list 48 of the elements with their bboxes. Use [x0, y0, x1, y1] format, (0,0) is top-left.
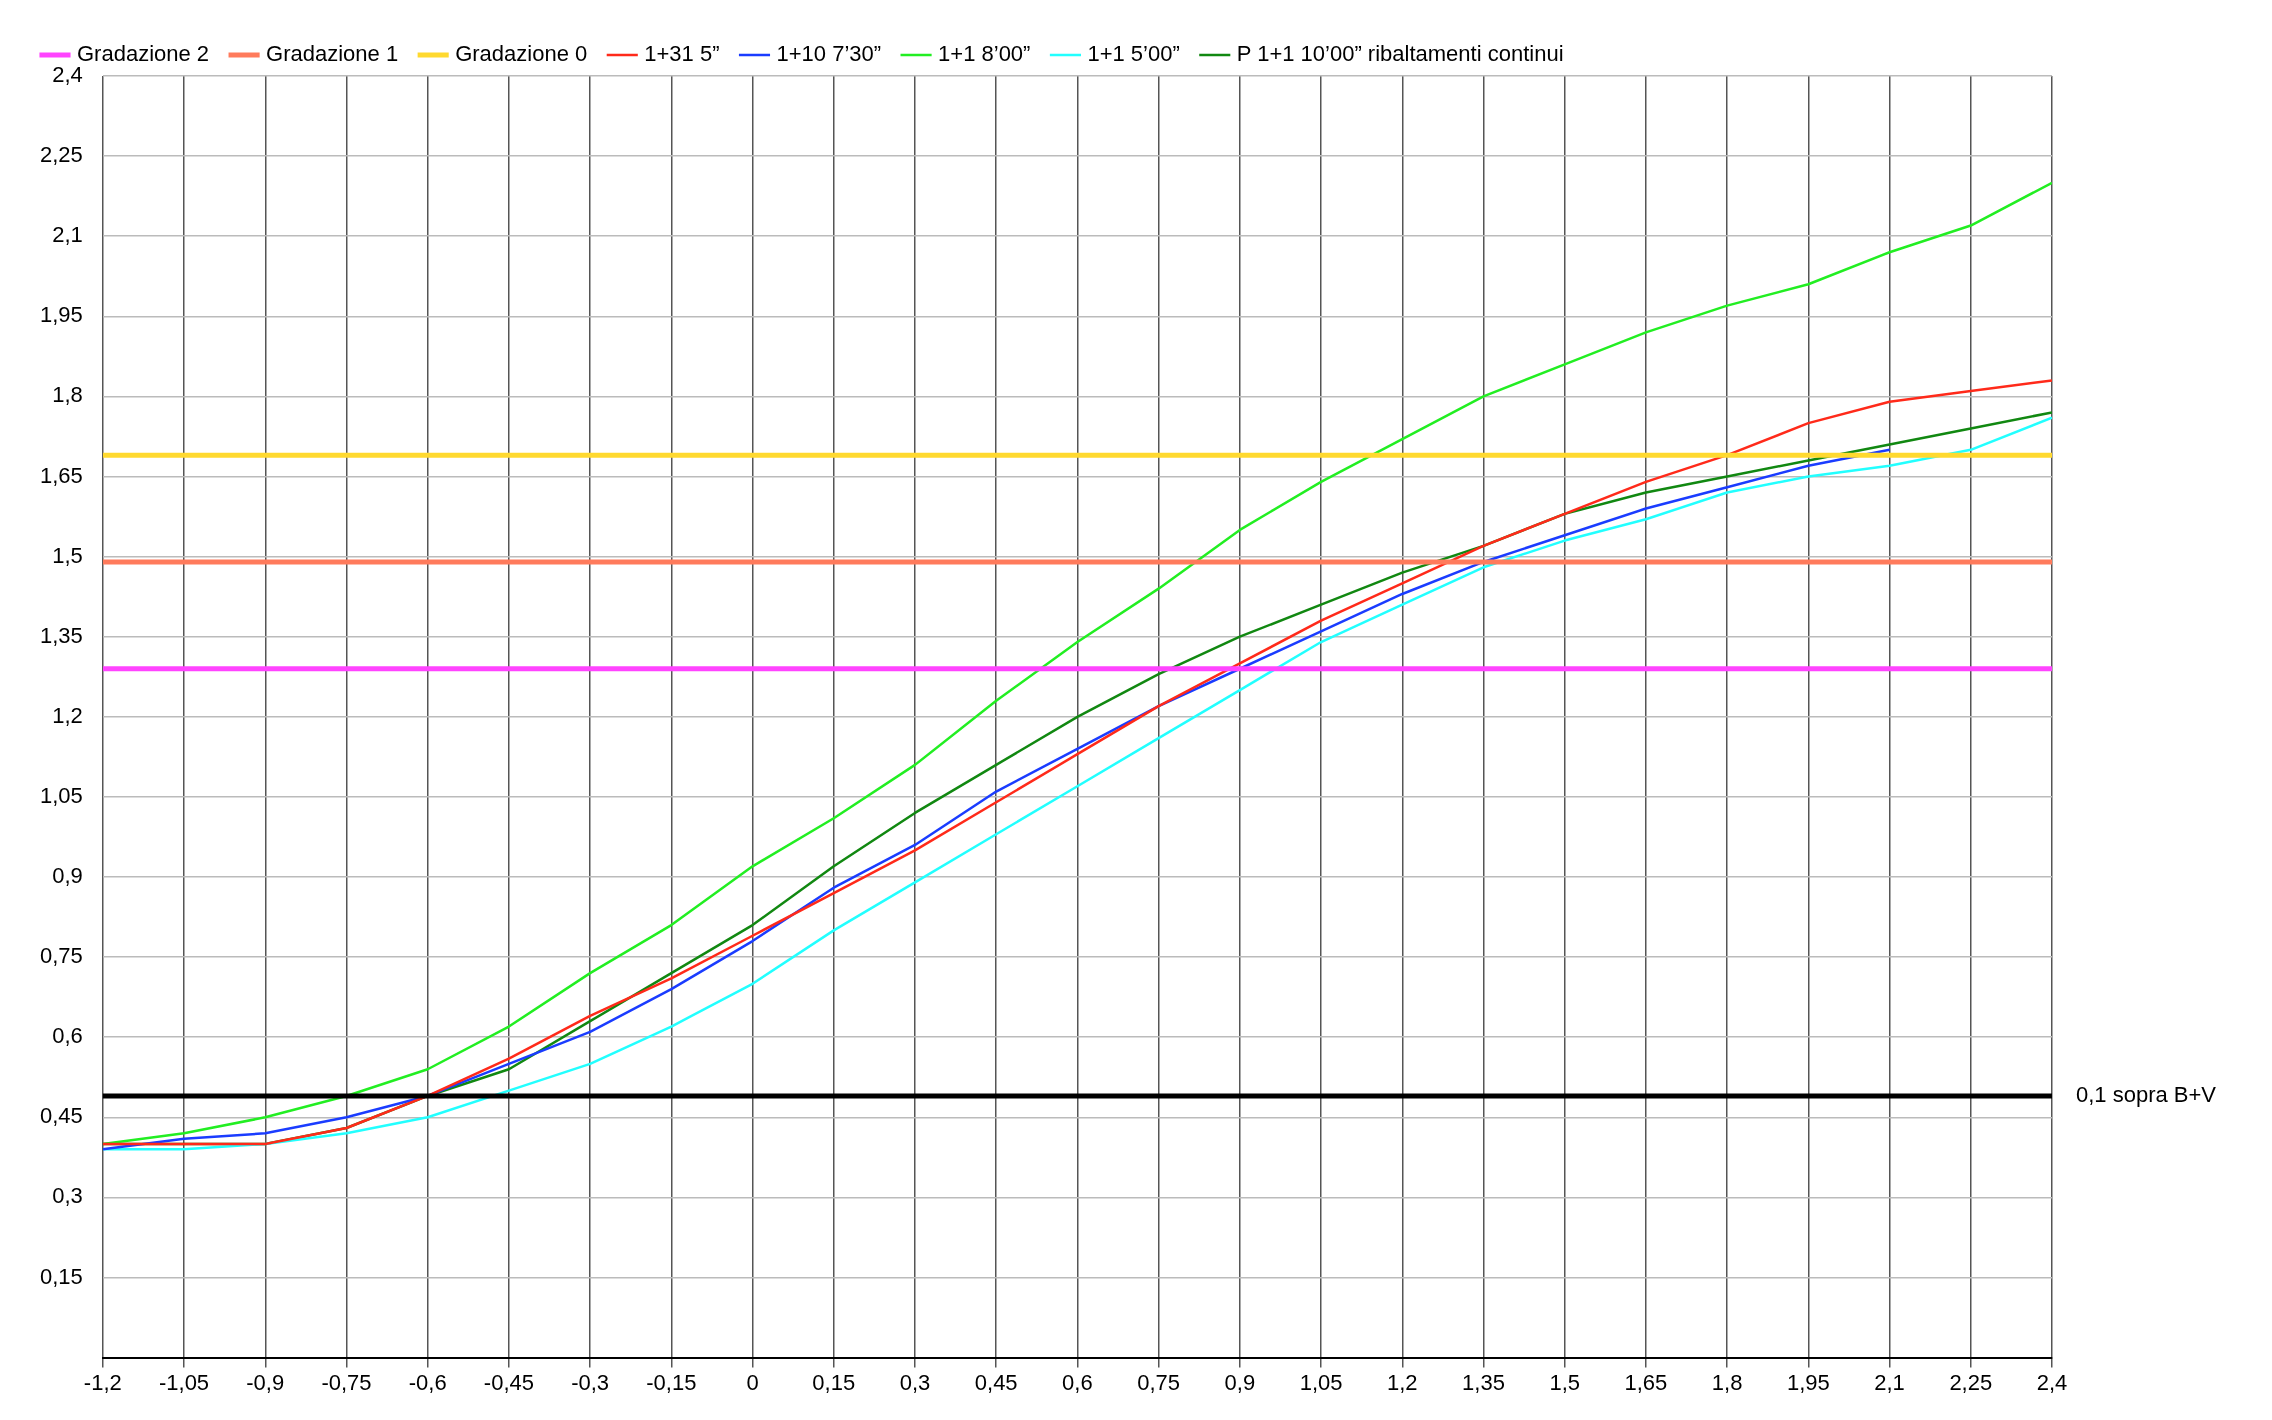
legend-label: Gradazione 0: [455, 41, 588, 67]
x-tick-label: 1,95: [1786, 1369, 1830, 1395]
legend-label: Gradazione 1: [266, 41, 399, 67]
x-tick-label: 0,3: [899, 1369, 931, 1395]
y-tick-label: 0,45: [39, 1103, 83, 1129]
x-tick-label: 2,25: [1949, 1369, 1993, 1395]
x-tick-label: 1,05: [1299, 1369, 1343, 1395]
x-tick-label: -0,6: [408, 1369, 447, 1395]
x-tick-label: -1,2: [83, 1369, 122, 1395]
ref-line-label: 0,1 sopra B+V: [2076, 1082, 2217, 1107]
legend-label: P 1+1 10’00” ribaltamenti continui: [1236, 41, 1564, 67]
legend-label: 1+1 5’00”: [1087, 41, 1180, 67]
x-tick-label: 2,4: [2036, 1369, 2068, 1395]
y-tick-label: 0,75: [39, 943, 83, 969]
x-tick-label: -0,45: [483, 1369, 534, 1395]
x-tick-label: 0,75: [1137, 1369, 1181, 1395]
y-tick-label: 1,65: [39, 462, 83, 488]
x-tick-label: 1,35: [1462, 1369, 1505, 1395]
y-tick-label: 2,25: [39, 142, 83, 168]
y-tick-label: 1,35: [39, 622, 83, 648]
x-tick-label: 0,45: [974, 1369, 1018, 1395]
legend-label: 1+1 8’00”: [938, 41, 1031, 67]
y-tick-label: 1,05: [39, 782, 83, 808]
x-tick-label: -0,9: [246, 1369, 285, 1395]
y-tick-label: 1,5: [52, 542, 83, 568]
x-tick-label: 1,65: [1624, 1369, 1668, 1395]
y-tick-label: 1,95: [39, 302, 83, 328]
legend-label: 1+10 7’30”: [776, 41, 882, 67]
x-tick-label: 1,5: [1549, 1369, 1580, 1395]
x-tick-label: 0,15: [812, 1369, 856, 1395]
x-tick-label: -1,05: [158, 1369, 210, 1395]
x-tick-label: -0,15: [646, 1369, 697, 1395]
x-tick-label: 1,8: [1711, 1369, 1743, 1395]
y-tick-label: 0,15: [39, 1263, 83, 1289]
x-tick-label: 0,9: [1224, 1369, 1256, 1395]
y-tick-label: 2,1: [52, 222, 83, 248]
y-tick-label: 0,9: [52, 863, 83, 889]
x-tick-label: 0: [746, 1369, 759, 1395]
y-tick-label: 0,3: [52, 1183, 83, 1209]
y-tick-label: 0,6: [52, 1023, 83, 1049]
x-tick-label: 2,1: [1874, 1369, 1905, 1395]
legend-label: 1+31 5”: [644, 41, 720, 67]
x-tick-label: -0,75: [321, 1369, 372, 1395]
y-tick-label: 1,2: [52, 702, 83, 728]
y-tick-label: 1,8: [52, 382, 83, 408]
x-tick-label: 1,2: [1386, 1369, 1418, 1395]
x-tick-label: -0,3: [571, 1369, 610, 1395]
x-tick-label: 0,6: [1062, 1369, 1093, 1395]
